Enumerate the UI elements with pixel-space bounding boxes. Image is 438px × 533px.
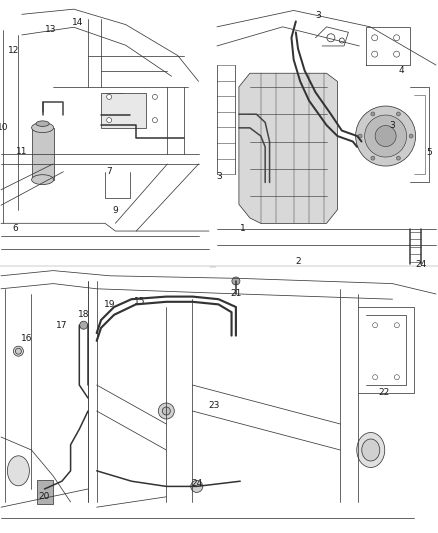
Ellipse shape (80, 321, 88, 329)
Text: 2: 2 (295, 257, 301, 266)
Text: 14: 14 (72, 18, 84, 27)
Text: 9: 9 (113, 206, 118, 215)
Ellipse shape (373, 322, 378, 328)
Text: 19: 19 (104, 300, 116, 309)
Ellipse shape (364, 115, 406, 157)
Text: 3: 3 (315, 11, 321, 20)
Ellipse shape (358, 134, 362, 138)
Text: 12: 12 (8, 46, 19, 55)
Text: 10: 10 (0, 123, 9, 132)
Bar (36, 480, 53, 504)
Ellipse shape (339, 38, 344, 43)
Text: 24: 24 (191, 479, 202, 488)
Ellipse shape (107, 94, 112, 99)
Ellipse shape (371, 156, 375, 160)
Text: 7: 7 (106, 167, 112, 176)
Text: 6: 6 (13, 224, 18, 233)
Ellipse shape (375, 126, 396, 147)
Ellipse shape (327, 34, 335, 42)
Text: 15: 15 (134, 297, 146, 306)
Text: 11: 11 (16, 147, 28, 156)
Polygon shape (239, 73, 337, 223)
Bar (105, 93, 123, 107)
Text: 24: 24 (415, 260, 426, 269)
Bar (32, 127, 53, 180)
Ellipse shape (36, 121, 49, 126)
Text: 21: 21 (230, 289, 242, 298)
Text: 4: 4 (398, 66, 404, 75)
Ellipse shape (357, 432, 385, 467)
Ellipse shape (362, 439, 380, 461)
Ellipse shape (372, 51, 378, 57)
Ellipse shape (371, 112, 375, 116)
Text: 16: 16 (21, 334, 33, 343)
Ellipse shape (162, 407, 170, 415)
Ellipse shape (394, 375, 399, 379)
Ellipse shape (394, 322, 399, 328)
Text: 23: 23 (208, 401, 220, 410)
Ellipse shape (394, 51, 399, 57)
Ellipse shape (14, 346, 23, 356)
Text: 22: 22 (378, 389, 389, 397)
Ellipse shape (409, 134, 413, 138)
Ellipse shape (396, 156, 400, 160)
Text: 20: 20 (39, 492, 50, 502)
Text: 3: 3 (389, 120, 395, 130)
Ellipse shape (152, 94, 157, 99)
Text: 3: 3 (216, 173, 222, 182)
Ellipse shape (191, 480, 203, 492)
Ellipse shape (396, 112, 400, 116)
Ellipse shape (7, 456, 29, 486)
Ellipse shape (107, 118, 112, 123)
Text: 1: 1 (240, 224, 246, 233)
Bar (101, 93, 146, 128)
Ellipse shape (32, 123, 53, 133)
Ellipse shape (232, 277, 240, 285)
Ellipse shape (32, 175, 53, 184)
Text: 5: 5 (427, 148, 432, 157)
Ellipse shape (158, 403, 174, 419)
Ellipse shape (373, 375, 378, 379)
Ellipse shape (372, 35, 378, 41)
Text: 18: 18 (78, 310, 89, 319)
Ellipse shape (152, 118, 157, 123)
Text: 17: 17 (56, 321, 67, 330)
Text: 13: 13 (45, 25, 57, 34)
Ellipse shape (394, 35, 399, 41)
Ellipse shape (15, 348, 21, 354)
Ellipse shape (356, 106, 416, 166)
